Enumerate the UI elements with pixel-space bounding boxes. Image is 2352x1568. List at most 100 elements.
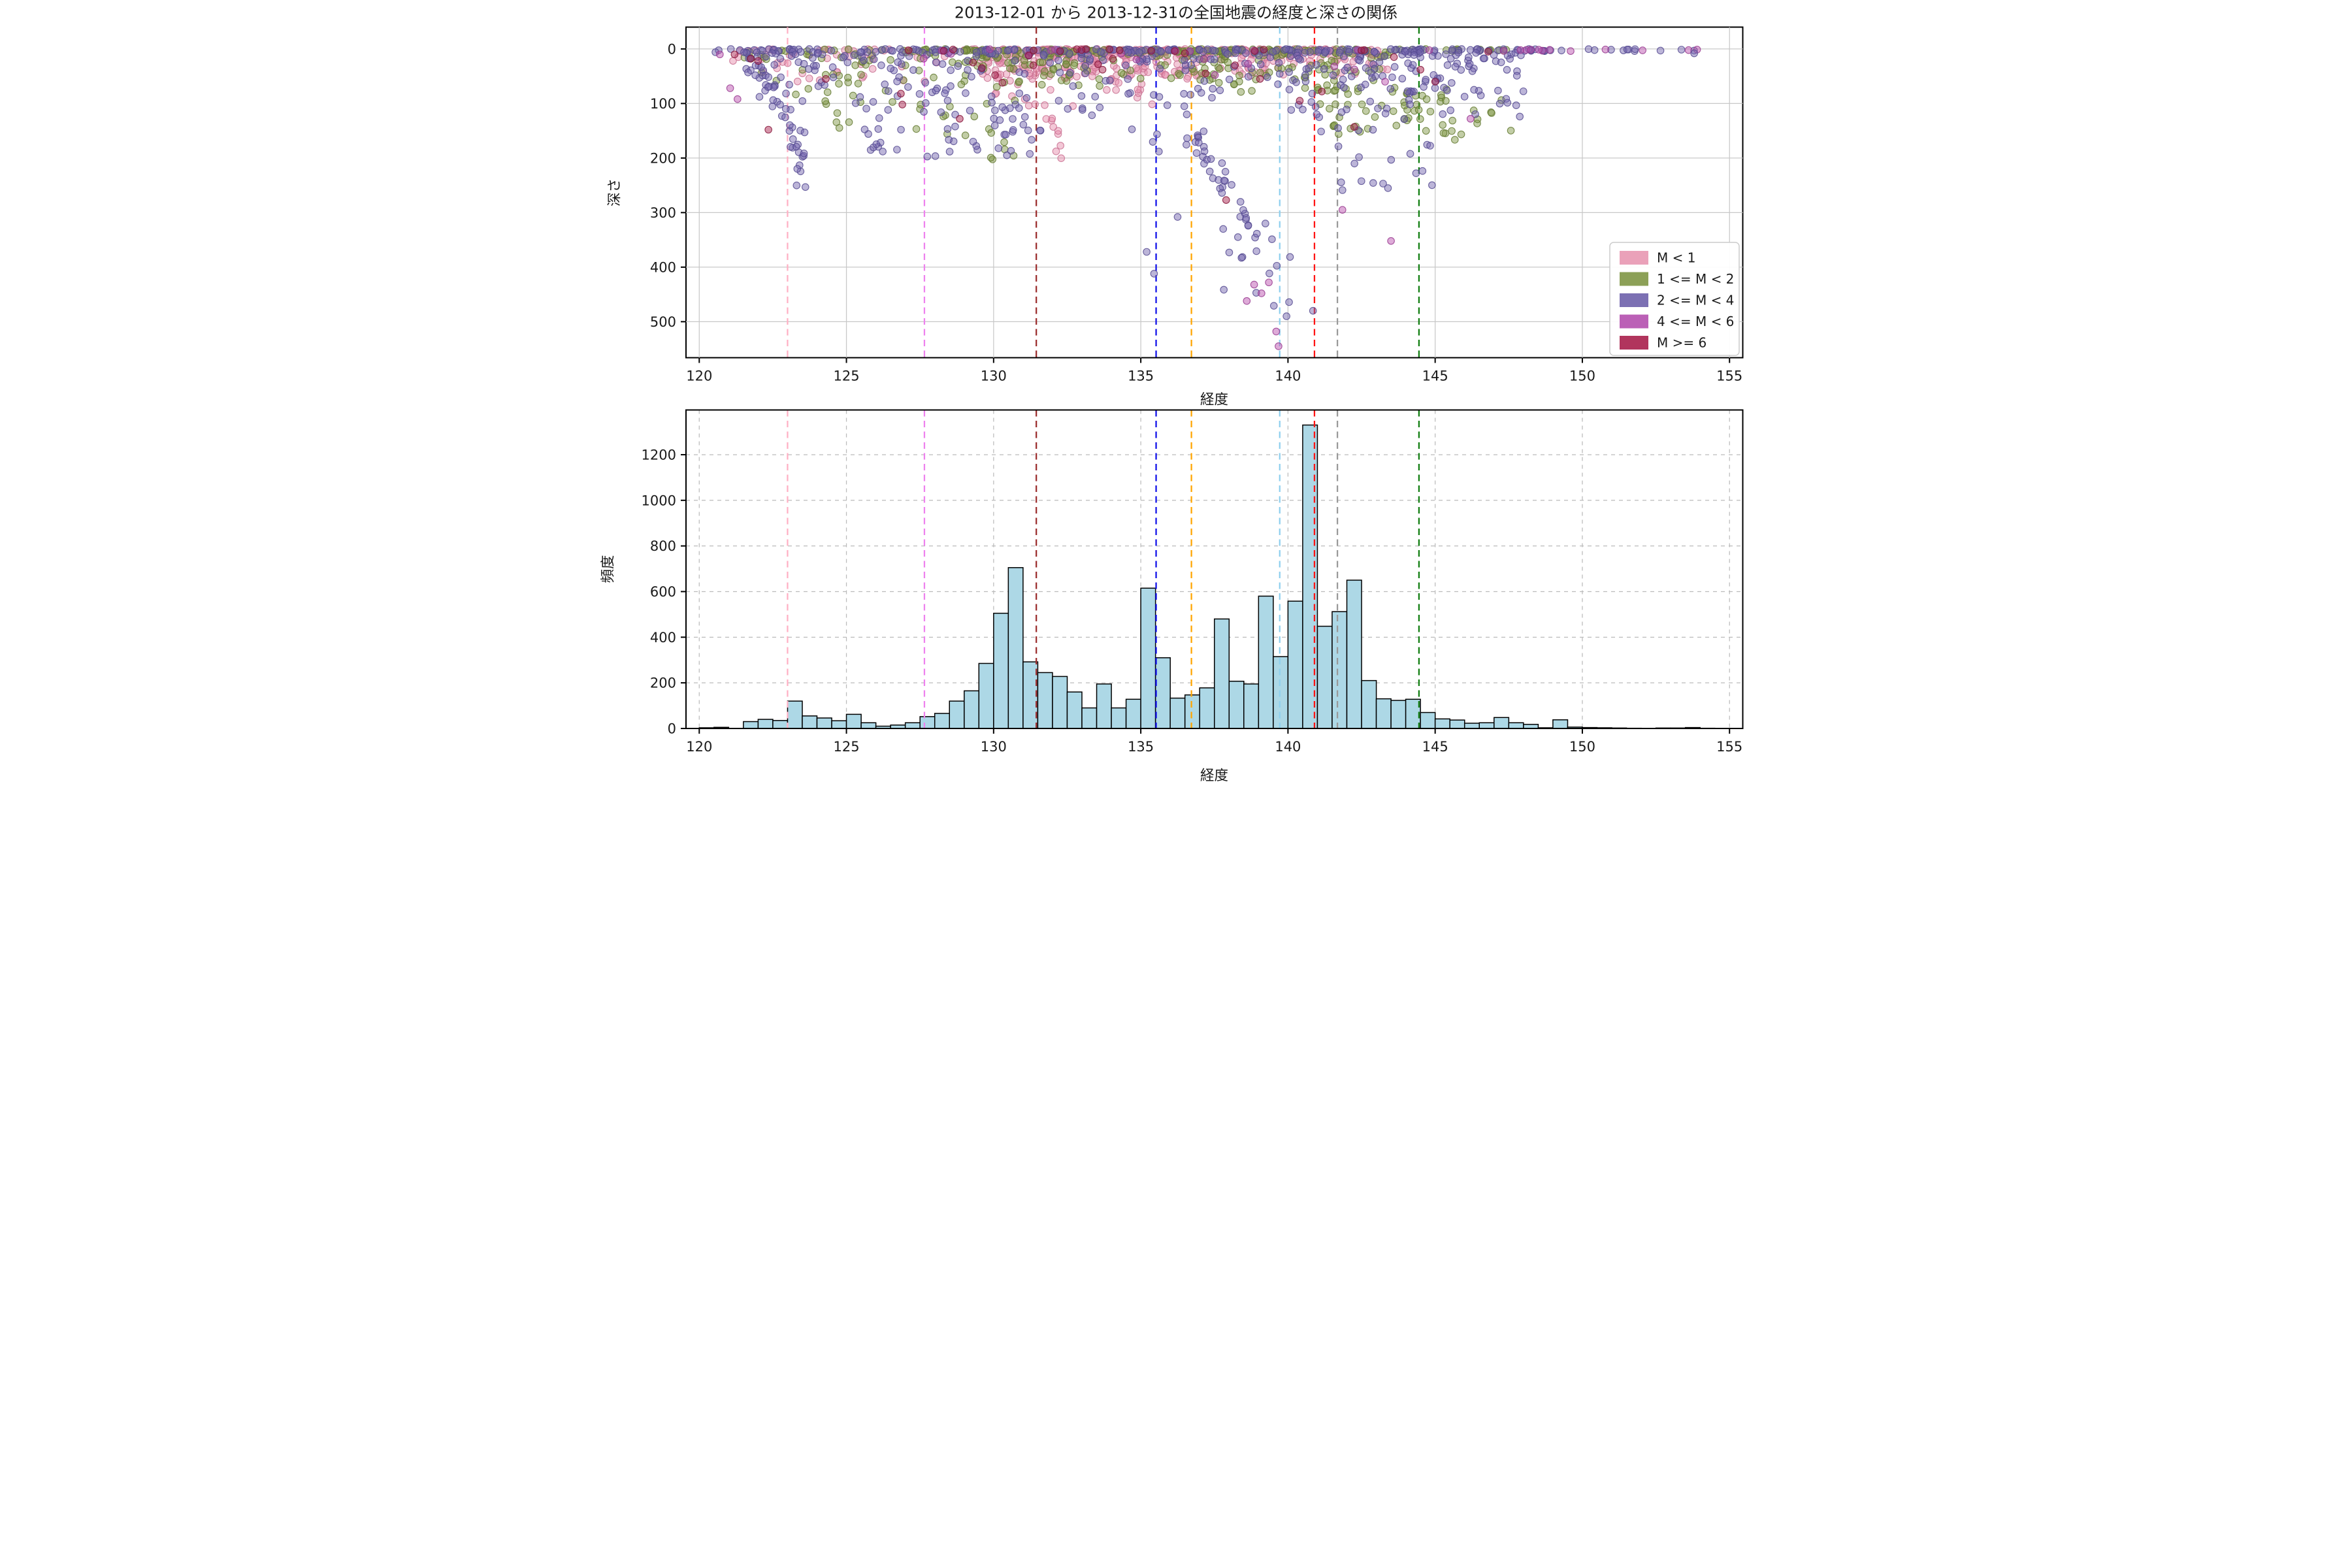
scatter-point (874, 125, 883, 133)
x-tick-label: 135 (1128, 739, 1154, 755)
scatter-point (1282, 312, 1290, 320)
scatter-point (1218, 189, 1226, 197)
scatter-point (1311, 103, 1320, 111)
histogram-bar (1420, 711, 1436, 729)
legend-label-m1_2: 1 <= M < 2 (1657, 271, 1734, 287)
scatter-point (1331, 86, 1339, 95)
scatter-point (875, 114, 883, 122)
scatter-point (937, 108, 945, 116)
scatter-point (1337, 178, 1345, 186)
scatter-point (770, 83, 777, 91)
legend: M < 1 1 <= M < 2 2 <= M < 4 4 <= M < 6 M >= … (1609, 242, 1740, 356)
scatter-point (1623, 46, 1631, 54)
y-tick-label: 500 (650, 314, 676, 330)
scatter-point (1260, 46, 1268, 54)
scatter-point (1199, 48, 1207, 56)
scatter-point (1370, 48, 1379, 56)
histogram-bar (1494, 717, 1510, 729)
scatter-point (877, 61, 885, 69)
scatter-point (1110, 62, 1118, 70)
histogram-bar (1552, 719, 1569, 729)
scatter-point (1387, 237, 1395, 245)
scatter-point (985, 125, 993, 133)
scatter-point (1220, 176, 1228, 185)
scatter-point (1124, 75, 1132, 83)
scatter-point (1075, 81, 1083, 90)
scatter-point (969, 58, 977, 67)
scatter-point (1366, 97, 1374, 106)
scatter-point (881, 45, 889, 53)
histogram-bar (1361, 679, 1377, 729)
x-tick-label: 155 (1716, 739, 1742, 755)
scatter-point (1250, 47, 1259, 55)
scatter-point (1488, 109, 1495, 117)
scatter-point (1000, 138, 1008, 146)
scatter-point (711, 48, 719, 56)
scatter-point (1411, 48, 1418, 56)
scatter-point (1389, 107, 1397, 115)
scatter-point (1137, 80, 1146, 88)
scatter-point (1009, 115, 1017, 123)
scatter-point (1446, 106, 1454, 114)
histogram-bar (1302, 424, 1318, 729)
scatter-point (1062, 60, 1070, 68)
scatter-point (1285, 86, 1294, 93)
scatter-point (1141, 62, 1149, 71)
scatter-point (889, 47, 897, 55)
scatter-point (793, 77, 802, 86)
legend-swatch-m0 (1620, 251, 1648, 265)
scatter-point (1092, 45, 1100, 54)
histogram-bar (1169, 697, 1186, 729)
scatter-point (1088, 73, 1096, 80)
scatter-point (785, 80, 793, 89)
histogram-bar (1508, 722, 1524, 729)
scatter-point (787, 143, 794, 151)
figure-canvas: 2013-12-01 から 2013-12-31の全国地震の経度と深さの関係 1… (588, 0, 1764, 784)
scatter-point (1285, 298, 1293, 306)
scatter-point (770, 46, 778, 54)
scatter-point (948, 58, 956, 66)
scatter-point (1457, 130, 1465, 139)
histogram-bar (787, 700, 803, 729)
scatter-point (1296, 97, 1304, 105)
scatter-point (919, 48, 927, 56)
scatter-point (1323, 81, 1331, 90)
scatter-point (1426, 142, 1434, 150)
scatter-point (800, 152, 808, 160)
scatter-point (1275, 70, 1284, 78)
x-tick-label: 150 (1569, 739, 1595, 755)
scatter-point (1091, 93, 1100, 101)
scatter-point (751, 61, 760, 70)
scatter-point (1237, 253, 1246, 262)
scatter-point (1004, 46, 1012, 55)
scatter-point (1048, 114, 1056, 123)
scatter-point (919, 55, 928, 63)
scatter-point (879, 148, 887, 155)
scatter-point (796, 127, 804, 135)
scatter-point (1006, 76, 1014, 85)
scatter-point (785, 127, 794, 135)
scatter-point (893, 146, 901, 154)
scatter-point (1010, 46, 1019, 54)
scatter-point (987, 92, 996, 101)
scatter-point (1275, 59, 1283, 67)
scatter-point (1256, 75, 1264, 83)
scatter-point (1180, 90, 1188, 98)
scatter-point (1512, 72, 1521, 80)
scatter-point (1470, 86, 1478, 94)
histogram-bar (934, 713, 951, 729)
scatter-point (1390, 53, 1398, 61)
scatter-point (1503, 66, 1511, 74)
scatter-point (1388, 73, 1396, 82)
scatter-point (986, 45, 994, 54)
scatter-point (1122, 61, 1130, 69)
scatter-point (1383, 65, 1392, 74)
scatter-point (881, 80, 889, 88)
scatter-point (1414, 106, 1423, 114)
x-tick-label: 130 (981, 368, 1007, 384)
scatter-point (932, 58, 940, 67)
scatter-point (1400, 115, 1409, 123)
scatter-point (1454, 48, 1463, 57)
scatter-point (833, 109, 841, 117)
scatter-point (994, 144, 1003, 152)
